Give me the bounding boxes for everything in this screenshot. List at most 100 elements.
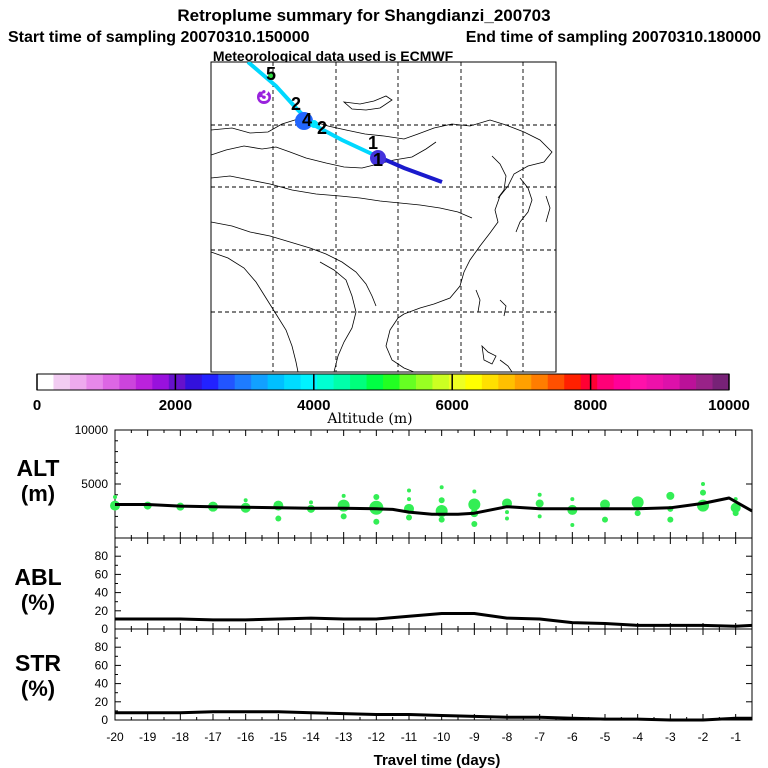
y-tick-label: 60 <box>95 658 109 672</box>
altitude-particle-point <box>505 516 509 521</box>
x-tick-label: -5 <box>600 730 611 744</box>
altitude-particle-point <box>667 516 674 523</box>
altitude-particle-point <box>407 497 411 502</box>
x-tick-label: -14 <box>302 730 320 744</box>
altitude-particle-point <box>373 493 380 500</box>
trajectory-label-3: 3 <box>259 85 269 105</box>
x-tick-label: -11 <box>401 730 418 744</box>
x-tick-label: -9 <box>469 730 480 744</box>
colorbar-cell <box>234 374 252 390</box>
colorbar-cell <box>152 374 170 390</box>
altitude-particle-point <box>701 482 705 486</box>
colorbar-cell <box>465 374 483 390</box>
altitude-particle-point <box>243 498 248 503</box>
colorbar-cell <box>350 374 367 390</box>
colorbar-cell <box>267 374 285 390</box>
altitude-particle-point <box>472 489 477 494</box>
chart-frame <box>114 628 753 721</box>
colorbar-cell <box>69 374 87 390</box>
altitude-particle-point <box>471 520 478 527</box>
y-tick-label: 0 <box>101 713 108 727</box>
colorbar-cell <box>696 374 713 390</box>
y-tick-label: 5000 <box>81 477 108 491</box>
colorbar-cell <box>432 374 450 390</box>
altitude-particle-point <box>113 494 117 499</box>
colorbar-cell <box>218 374 236 390</box>
abl-label-top: ABL <box>14 564 61 590</box>
colorbar-cell <box>102 374 120 390</box>
x-tick-label: -12 <box>368 730 386 744</box>
colorbar-cell <box>564 374 582 390</box>
x-tick-label: -6 <box>567 730 578 744</box>
x-tick-label: -17 <box>204 730 222 744</box>
x-tick-label: -13 <box>335 730 353 744</box>
altitude-particle-point <box>732 510 739 517</box>
colorbar-label: 4000 <box>297 397 330 414</box>
colorbar-cell <box>663 374 680 390</box>
colorbar-cell <box>580 374 598 390</box>
colorbar-cell <box>135 374 153 390</box>
colorbar-cell <box>86 374 104 390</box>
colorbar-cell <box>119 374 137 390</box>
colorbar-cell <box>712 374 730 390</box>
colorbar-cell <box>613 374 631 390</box>
altitude-particle-point <box>666 491 675 500</box>
altitude-particle-point <box>406 514 412 521</box>
altitude-colorbar: 0 2000 4000 6000 8000 10000 Altitude (m) <box>33 373 750 427</box>
trajectory-marker <box>257 90 271 104</box>
trajectory-marker <box>268 73 274 79</box>
x-tick-label: -19 <box>139 730 157 744</box>
trajectory-label-2b: 2 <box>291 94 301 114</box>
x-tick-label: -1 <box>730 730 741 744</box>
altitude-particle-point <box>341 493 346 498</box>
trajectory-marker <box>370 150 386 166</box>
trajectory-markers <box>257 73 386 166</box>
x-tick-label: -8 <box>502 730 513 744</box>
altitude-particle-point <box>537 492 542 497</box>
altitude-particle-point <box>600 499 610 510</box>
altitude-particle-point <box>373 518 380 525</box>
alt-chart: 5000 10000 <box>75 423 753 539</box>
trajectory-label-1b: 1 <box>368 133 378 153</box>
x-tick-label: -2 <box>698 730 709 744</box>
abl-chart: 0 20 40 60 80 <box>95 537 753 636</box>
altitude-particle-point <box>340 513 347 520</box>
colorbar-cell <box>383 374 400 390</box>
altitude-particle-point <box>730 502 741 513</box>
colorbar-cell <box>630 374 648 390</box>
x-tick-label: -7 <box>534 730 545 744</box>
y-tick-label: 20 <box>95 695 109 709</box>
colorbar-cell <box>498 374 516 390</box>
colorbar-cell <box>366 374 384 390</box>
trajectory-marker <box>310 120 318 128</box>
colorbar-label: 8000 <box>574 397 607 414</box>
colorbar-cell <box>284 374 302 390</box>
x-tick-label: -16 <box>237 730 255 744</box>
altitude-particle-point <box>438 497 445 504</box>
colorbar-cell <box>399 374 417 390</box>
colorbar-label: 2000 <box>159 397 192 414</box>
colorbar-cell <box>415 374 433 390</box>
abl-label-bottom: (%) <box>21 590 55 615</box>
colorbar-cell <box>448 374 466 390</box>
altitude-particle-point <box>407 488 411 493</box>
x-tick-label: -20 <box>106 730 124 744</box>
altitude-particle-point <box>700 489 706 496</box>
colorbar-cell <box>300 374 318 390</box>
map-gridlines <box>211 62 556 372</box>
colorbar-cell <box>646 374 664 390</box>
x-axis-title: Travel time (days) <box>374 752 501 768</box>
colorbar-cell <box>37 374 54 390</box>
panel-labels: ALT (m) ABL (%) STR (%) <box>14 455 61 701</box>
colorbar-cell <box>531 374 549 390</box>
met-data-label: Meteorological data used is ECMWF <box>213 48 454 64</box>
altitude-particle-point <box>537 514 542 519</box>
colorbar-cell <box>317 374 334 390</box>
altitude-particle-point <box>505 510 509 515</box>
colorbar-cell <box>168 374 186 390</box>
y-tick-label: 20 <box>95 604 109 618</box>
alt-label-bottom: (m) <box>21 481 55 506</box>
trajectory-label-5: 5 <box>266 64 276 84</box>
start-time-label: Start time of sampling 20070310.150000 <box>8 29 310 46</box>
colorbar-labels: 0 2000 4000 6000 8000 10000 <box>33 374 750 414</box>
